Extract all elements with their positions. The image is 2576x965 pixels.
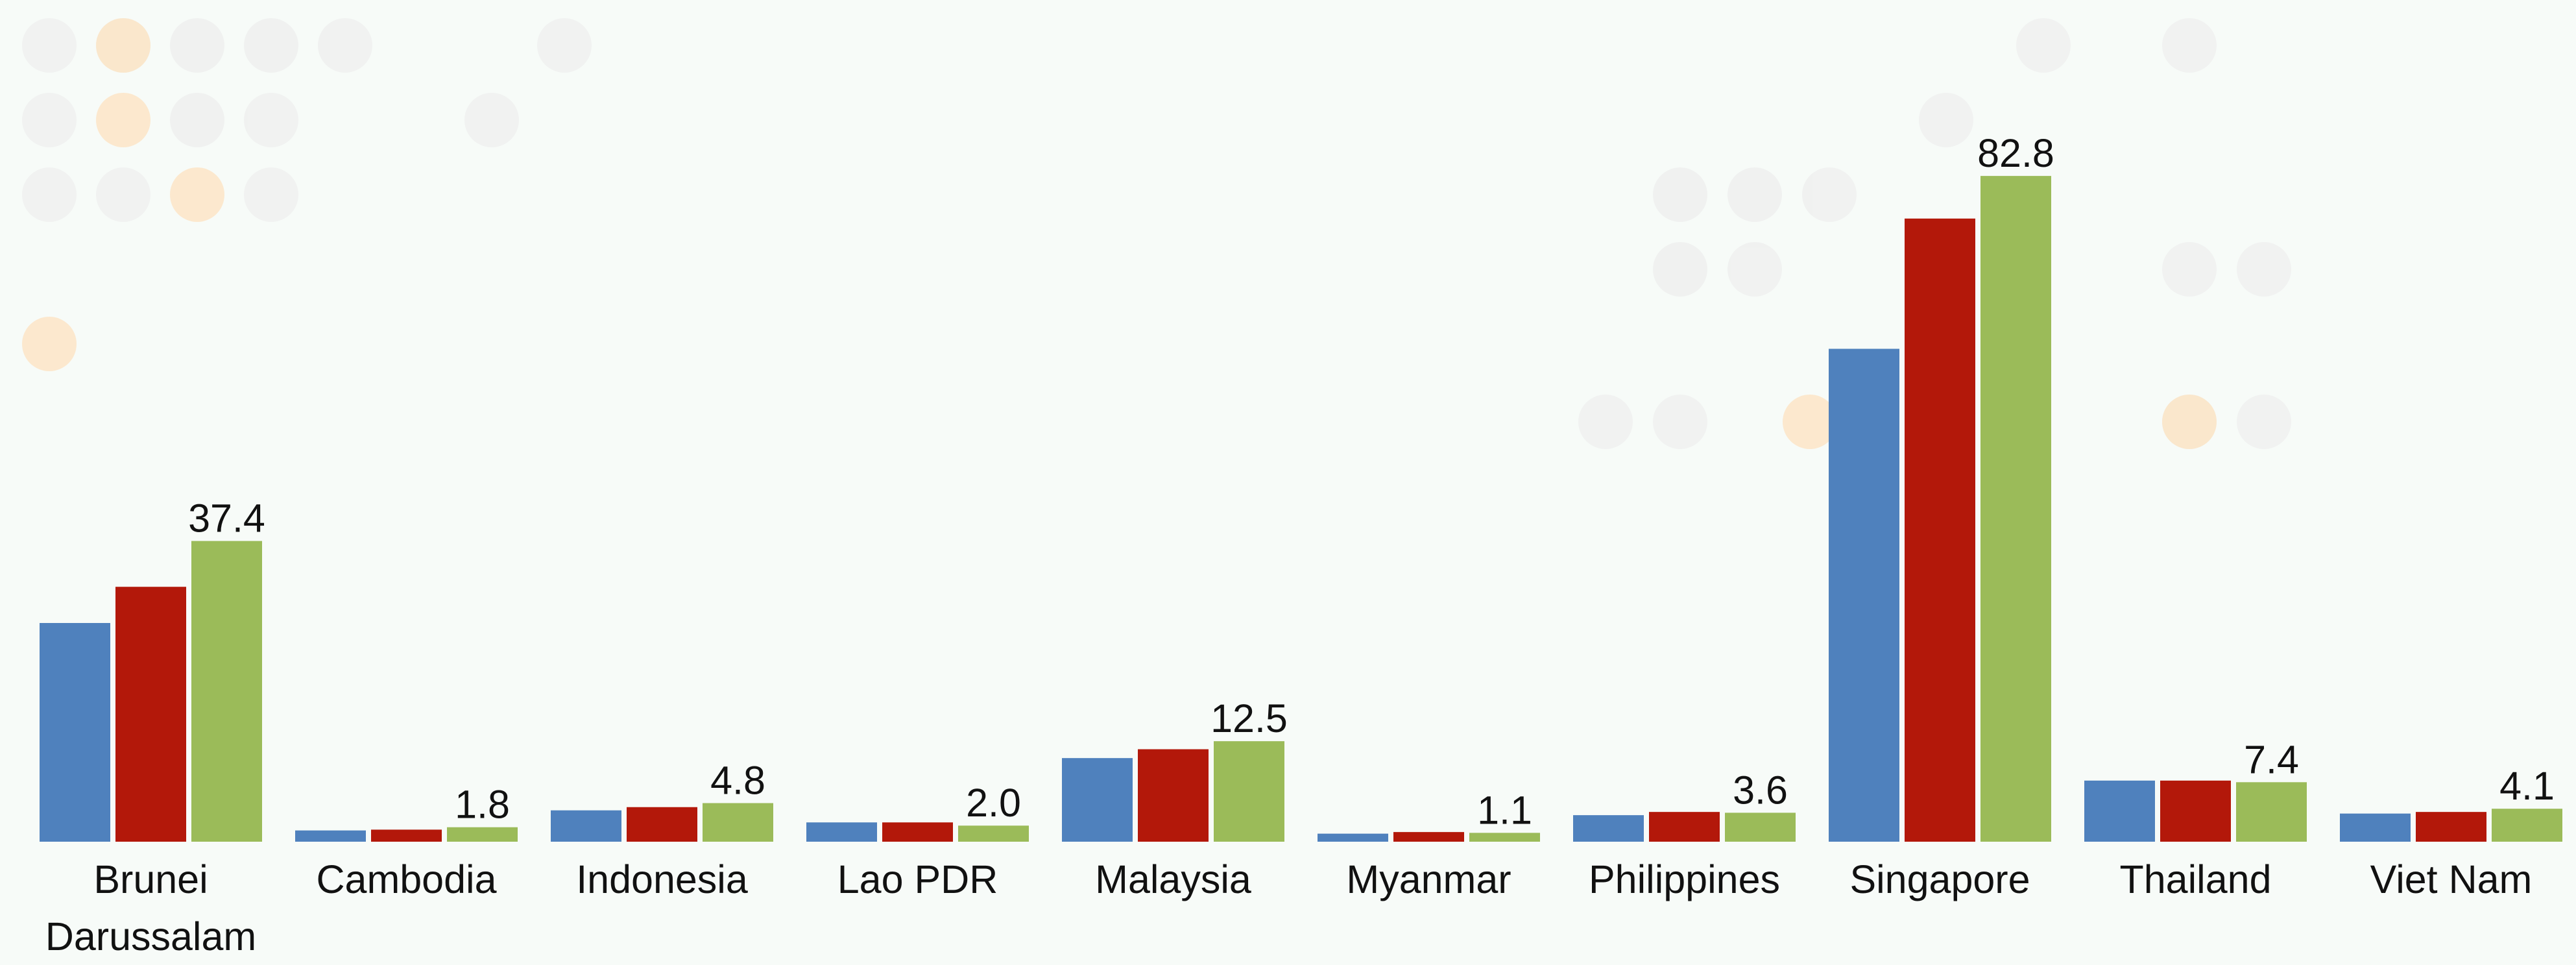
- bar: [2340, 813, 2411, 842]
- data-label: 4.1: [2499, 764, 2555, 808]
- x-tick-label: Philippines: [1588, 857, 1781, 901]
- bar: [627, 807, 697, 842]
- bar: [1980, 176, 2051, 842]
- data-label: 12.5: [1210, 696, 1288, 740]
- bar: [115, 587, 186, 842]
- bar: [1393, 832, 1464, 842]
- bar: [295, 830, 366, 842]
- bar: [958, 825, 1029, 842]
- background-dots-orange: [22, 18, 2217, 449]
- x-tick-label: Malaysia: [1095, 857, 1251, 901]
- data-label: 7.4: [2244, 737, 2299, 781]
- bar: [40, 622, 110, 842]
- bar: [1138, 749, 1209, 842]
- bar: [1905, 218, 1975, 842]
- bar: [703, 803, 773, 842]
- x-tick-label: Brunei Darussalam: [45, 857, 257, 959]
- x-tick-label: Lao PDR: [837, 857, 998, 901]
- x-tick-label: Viet Nam: [2370, 857, 2533, 901]
- data-label: 3.6: [1733, 768, 1788, 812]
- data-label: 37.4: [188, 496, 265, 541]
- data-label: 82.8: [1977, 131, 2054, 175]
- x-tick-label: Thailand: [2119, 857, 2272, 901]
- bar: [2492, 809, 2562, 842]
- bar: [1214, 741, 1284, 842]
- bar: [2236, 782, 2307, 842]
- bar: [551, 810, 621, 842]
- x-tick-label: Singapore: [1849, 857, 2030, 901]
- x-tick-label: Indonesia: [576, 857, 748, 901]
- bar: [1573, 815, 1644, 842]
- bar: [2084, 780, 2155, 842]
- bar: [371, 829, 442, 842]
- data-label: 2.0: [966, 781, 1021, 825]
- bar: [447, 827, 518, 842]
- bar: [1725, 812, 1796, 842]
- bar: [2160, 780, 2231, 842]
- bar: [1469, 833, 1540, 842]
- x-tick-label: Cambodia: [316, 857, 497, 901]
- data-label: 4.8: [710, 759, 765, 803]
- bar: [882, 822, 953, 842]
- background-dots: [22, 18, 2291, 449]
- bar: [806, 822, 877, 842]
- data-label: 1.1: [1477, 788, 1532, 832]
- bar: [191, 541, 262, 842]
- bar: [1318, 833, 1388, 842]
- x-tick-label: Myanmar: [1346, 857, 1511, 901]
- bar: [2416, 812, 2486, 842]
- data-label: 1.8: [455, 783, 510, 827]
- bar: [1062, 758, 1133, 842]
- bar: [1829, 348, 1899, 842]
- bar: [1649, 812, 1720, 842]
